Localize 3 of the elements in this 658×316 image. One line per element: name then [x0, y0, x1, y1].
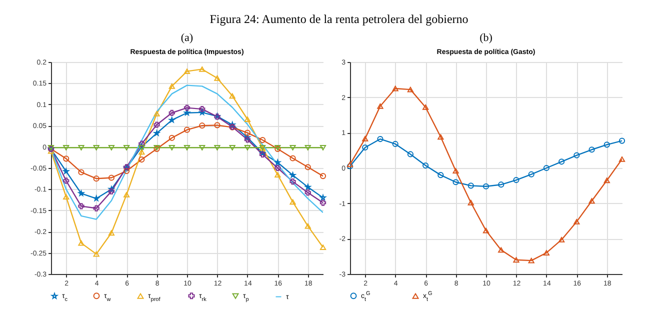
chart-subtitle: (a)	[180, 32, 194, 44]
chart-subtitle: (b)	[480, 32, 493, 44]
text: Figura 24: Aumento de la renta petrolera del gobierno	[208, 11, 470, 28]
